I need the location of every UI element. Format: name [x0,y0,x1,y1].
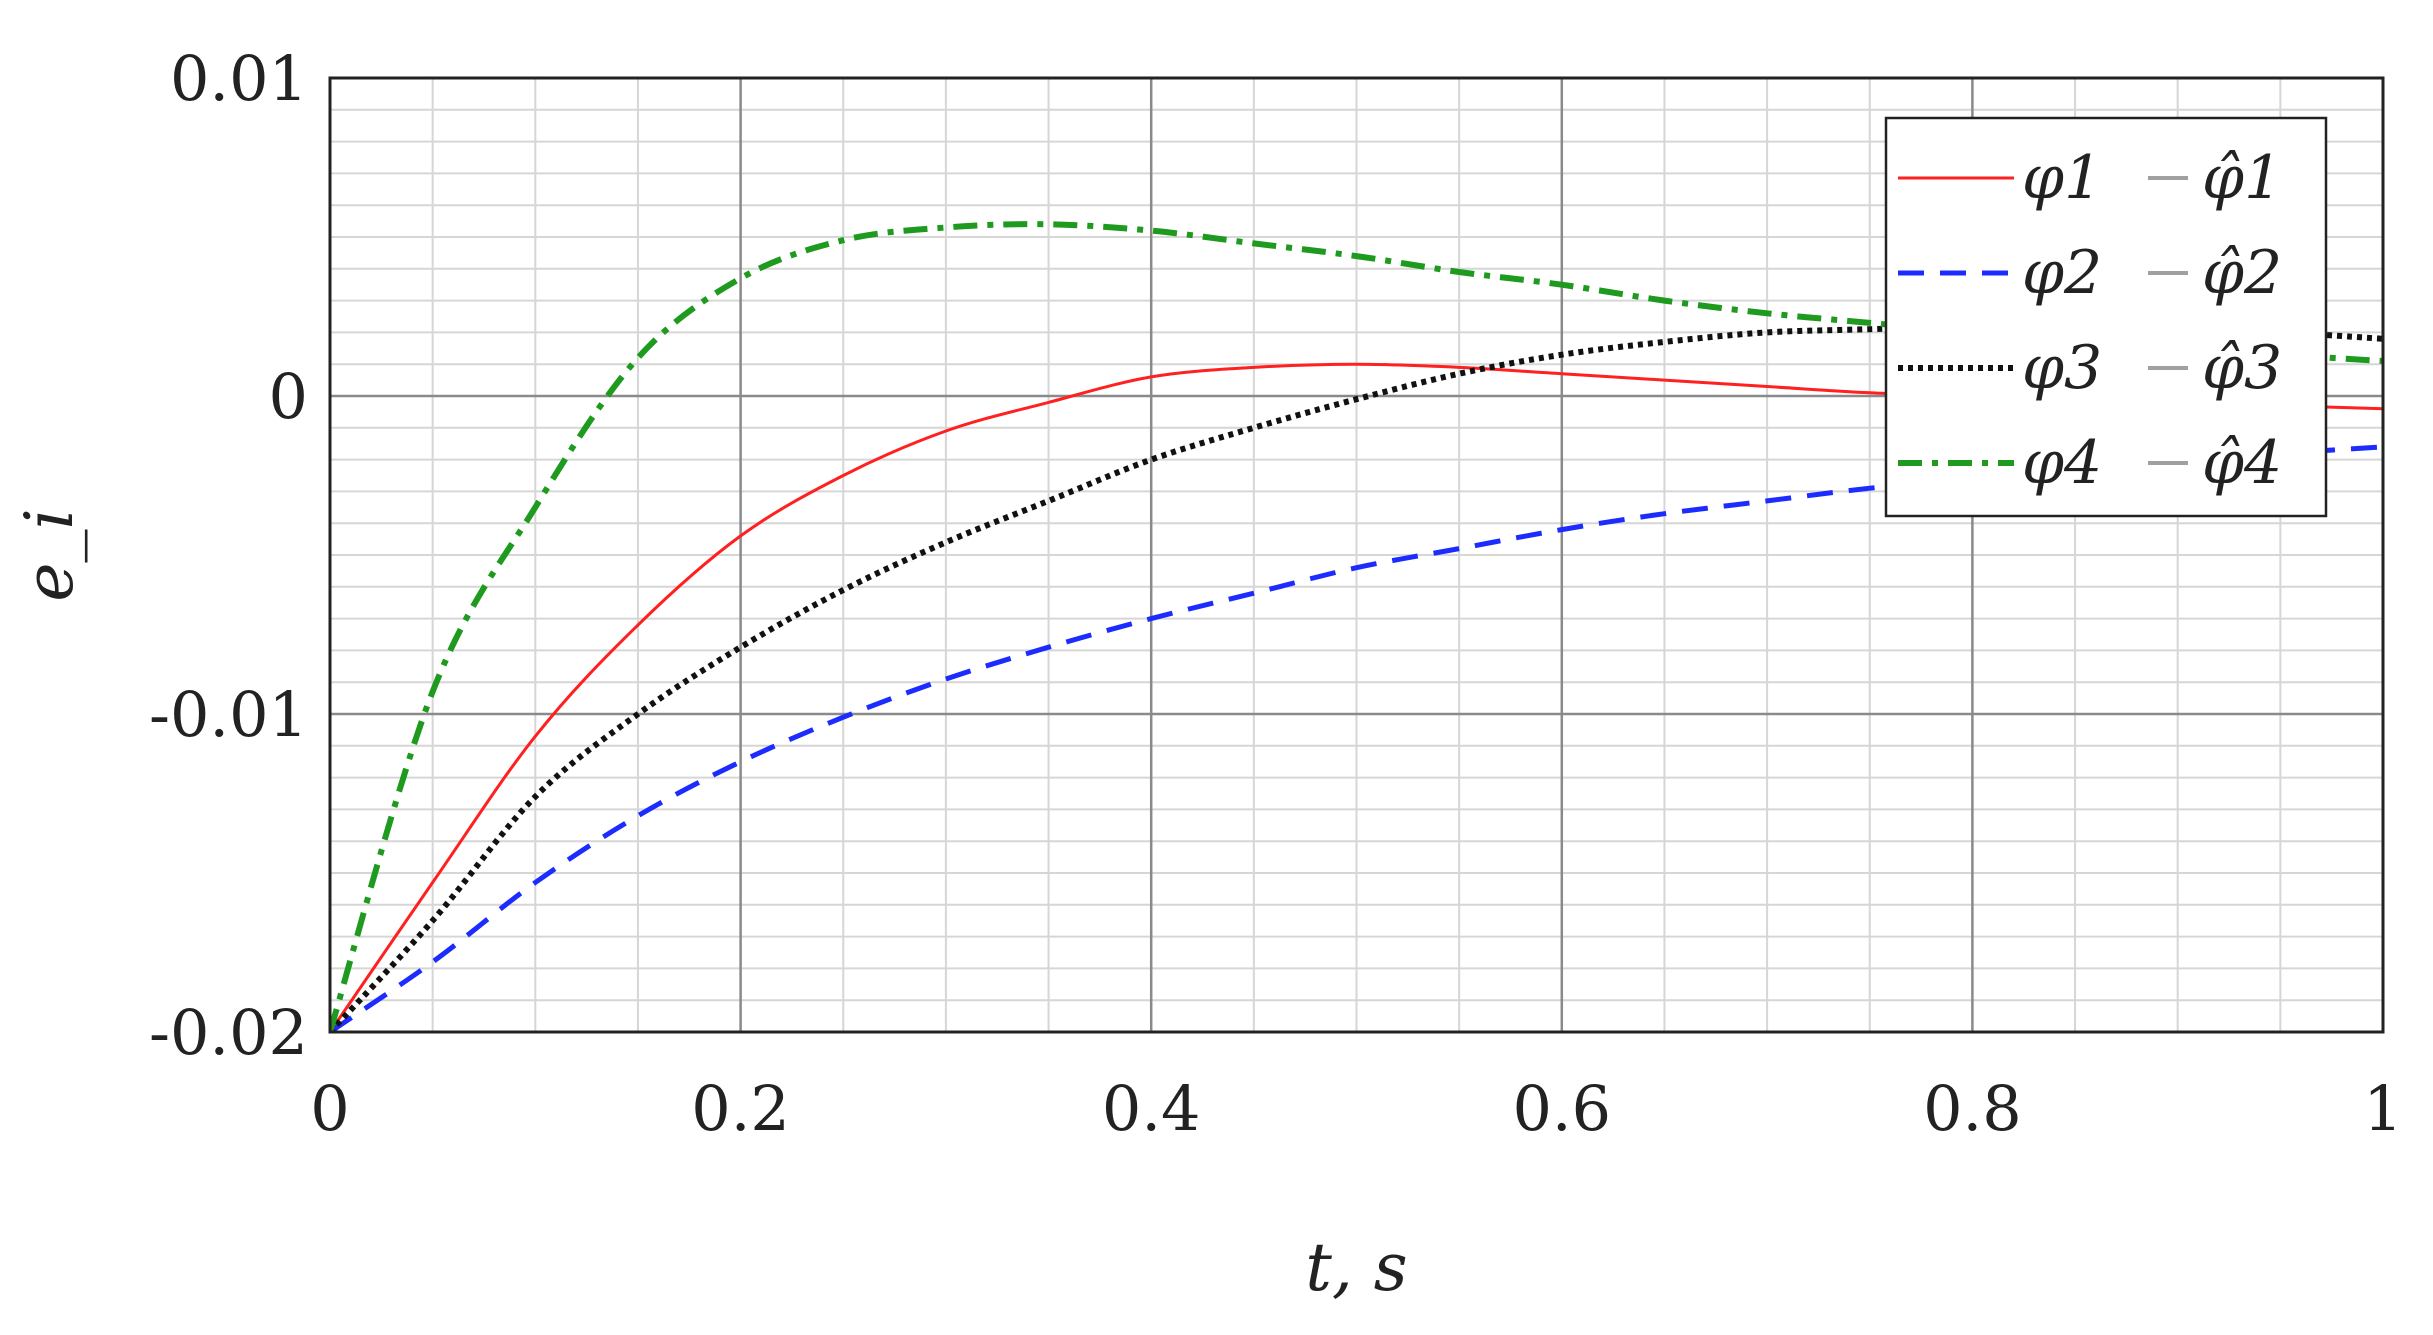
y-axis-label: e_i [11,508,88,601]
legend-label-phi-hat2: φ̂2 [2202,238,2282,308]
x-tick-label: 1 [2363,1072,2402,1145]
plot-frame [328,76,2385,1034]
legend-label-phi3: φ3 [2022,333,2102,403]
x-tick-label: 0.2 [691,1072,790,1145]
legend-label-phi-hat3: φ̂3 [2202,333,2282,403]
series-line-phi3 [330,322,2383,1032]
x-tick-label: 0.4 [1102,1072,1201,1145]
legend-label-phi2: φ2 [2022,238,2102,308]
legend-label-phi-hat4: φ̂4 [2202,428,2282,498]
x-tick-label: 0.8 [1923,1072,2022,1145]
legend-label-phi1: φ1 [2022,143,2102,213]
legend-label-phi-hat1: φ̂1 [2202,143,2282,213]
y-tick-label: 0.01 [170,42,308,115]
x-tick-labels: 0 0.2 0.4 0.6 0.8 1 [310,1072,2402,1145]
y-tick-label: -0.02 [149,996,308,1069]
legend: φ1 φ̂1 φ2 φ̂2 φ3 φ̂3 φ4 φ̂4 [1884,116,2328,518]
legend-box [1884,116,2328,518]
x-tick-label: 0.6 [1512,1072,1611,1145]
y-tick-label: -0.01 [149,678,308,751]
y-tick-labels: 0.01 0 -0.01 -0.02 [149,42,308,1069]
legend-label-phi4: φ4 [2022,428,2102,498]
y-tick-label: 0 [269,360,308,433]
x-axis-label: t, s [1305,1229,1407,1306]
x-tick-label: 0 [310,1072,349,1145]
